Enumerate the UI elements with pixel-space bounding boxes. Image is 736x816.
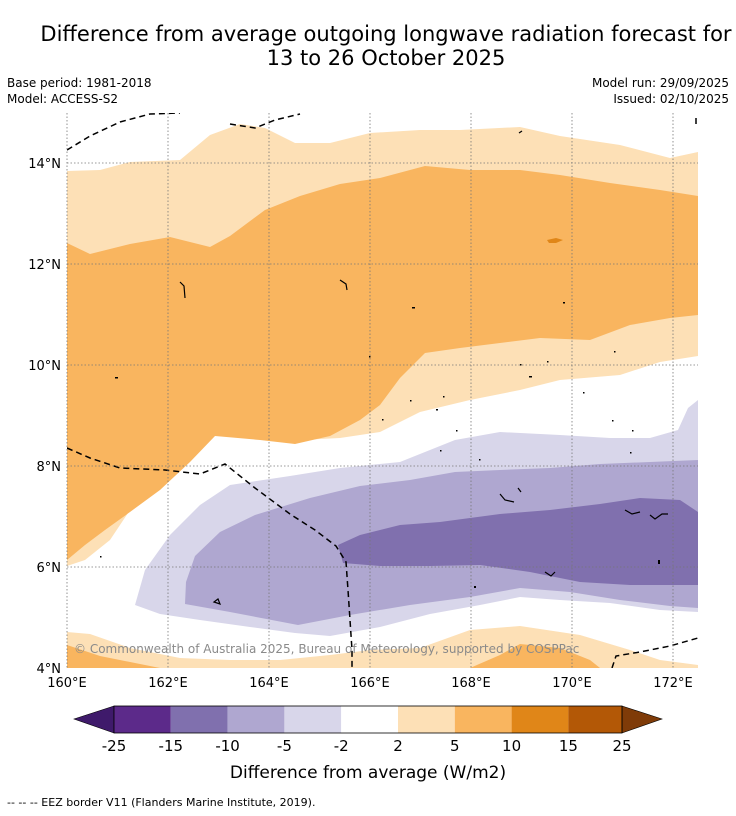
- meta-left: Base period: 1981-2018 Model: ACCESS-S2: [7, 75, 152, 107]
- colorbar-tick: 25: [612, 737, 631, 755]
- colorbar-segment: [568, 706, 622, 733]
- colorbar-extend-high: [621, 705, 663, 734]
- copyright-notice: © Commonwealth of Australia 2025, Bureau…: [74, 642, 579, 656]
- colorbar-segment: [170, 706, 228, 733]
- eez-borders: [67, 113, 698, 668]
- graticule: [66, 113, 698, 668]
- lat-label: 12°N: [28, 258, 61, 273]
- lat-label: 4°N: [37, 662, 62, 677]
- band-south-5-to-10-west: [67, 645, 160, 668]
- colorbar-tick: -2: [334, 737, 349, 755]
- title-line-2: 13 to 26 October 2025: [266, 46, 506, 70]
- colorbar-outline: [113, 705, 623, 734]
- colorbar: -25 -15 -10 -5 -2 2 5 10 15 25 Differenc…: [73, 705, 663, 783]
- map-title: Difference from average outgoing longwav…: [0, 22, 736, 70]
- lat-label: 14°N: [28, 157, 61, 172]
- band-south-5-to-10-east: [470, 644, 600, 668]
- island-dots: [100, 302, 660, 588]
- model-name: Model: ACCESS-S2: [7, 92, 119, 106]
- lat-label: 10°N: [28, 359, 61, 374]
- lon-label: 170°E: [552, 676, 592, 691]
- issued-date: Issued: 02/10/2025: [613, 92, 729, 106]
- colorbar-label: Difference from average (W/m2): [230, 763, 506, 783]
- colorbar-tick: -10: [215, 737, 240, 755]
- latitude-labels: 14°N 12°N 10°N 8°N 6°N 4°N: [28, 157, 61, 677]
- colorbar-tick: -5: [277, 737, 292, 755]
- colorbar-segment: [454, 706, 512, 733]
- band-minus10-to-minus15: [338, 498, 698, 585]
- eez-footnote: -- -- -- EEZ border V11 (Flanders Marine…: [7, 796, 316, 809]
- longitude-labels: 160°E 162°E 164°E 166°E 168°E 170°E 172°…: [47, 676, 693, 691]
- colorbar-tick: -15: [159, 737, 184, 755]
- meta-right: Model run: 29/09/2025 Issued: 02/10/2025: [592, 75, 729, 107]
- lon-label: 172°E: [653, 676, 693, 691]
- colorbar-segment: [284, 706, 342, 733]
- colorbar-segment: [114, 706, 171, 733]
- colorbar-tick: 2: [393, 737, 403, 755]
- title-line-1: Difference from average outgoing longwav…: [40, 22, 732, 46]
- lat-label: 6°N: [37, 561, 62, 576]
- colorbar-tick: 15: [559, 737, 578, 755]
- colorbar-tick: 5: [450, 737, 460, 755]
- colorbar-ticks: -25 -15 -10 -5 -2 2 5 10 15 25: [102, 737, 632, 755]
- lat-label: 8°N: [37, 460, 62, 475]
- lon-label: 162°E: [148, 676, 188, 691]
- colorbar-tick: -25: [102, 737, 127, 755]
- colorbar-segment: [398, 706, 455, 733]
- band-10-to-15: [547, 238, 563, 243]
- colorbar-segment: [341, 706, 398, 733]
- base-period: Base period: 1981-2018: [7, 76, 152, 90]
- olr-anomaly-field: [67, 113, 698, 668]
- colorbar-segments: [114, 706, 622, 733]
- island-outlines: [179, 130, 668, 605]
- colorbar-tick: 10: [502, 737, 521, 755]
- colorbar-segment: [511, 706, 569, 733]
- lon-label: 166°E: [350, 676, 390, 691]
- lon-label: 168°E: [451, 676, 491, 691]
- colorbar-segment: [227, 706, 285, 733]
- model-run: Model run: 29/09/2025: [591, 76, 729, 90]
- band-5-to-10: [67, 166, 698, 560]
- colorbar-extend-low: [73, 705, 115, 734]
- lon-label: 160°E: [47, 676, 87, 691]
- lon-label: 164°E: [249, 676, 289, 691]
